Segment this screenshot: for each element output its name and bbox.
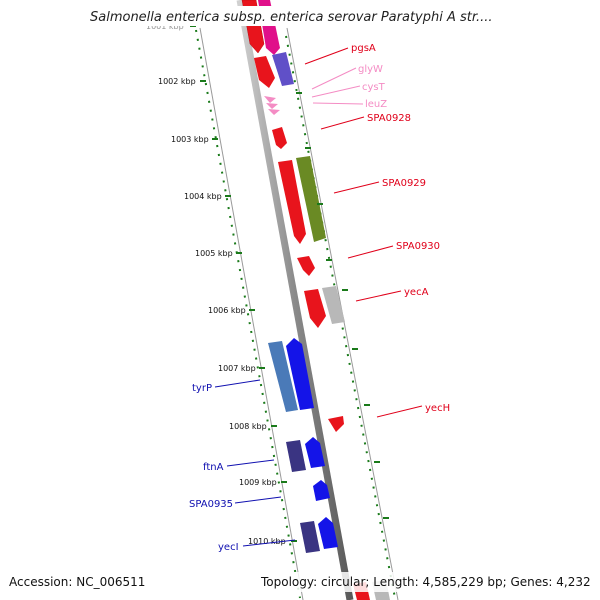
gene-label-glyW: glyW <box>358 64 383 75</box>
gene-feature-reverse-1[interactable] <box>286 338 314 410</box>
kbp-label: 1003 kbp <box>171 135 209 144</box>
gene-label-yecI: yecI <box>218 542 239 553</box>
accession-text: Accession: NC_006511 <box>9 575 145 589</box>
gene-feature-yecH[interactable] <box>328 416 344 432</box>
gene-feature-tyrP[interactable] <box>268 341 298 412</box>
gene-feature-leuZ[interactable] <box>268 109 280 115</box>
gene-feature-f1[interactable] <box>254 56 275 88</box>
kbp-scale: 1001 kbp 1002 kbp 1003 kbp 1004 kbp 1005… <box>146 22 297 546</box>
gene-feature-SPA0929[interactable] <box>278 160 306 244</box>
gene-feature-cysT[interactable] <box>266 103 278 109</box>
gene-feature-glyW[interactable] <box>264 96 276 103</box>
gene-label-ftnA: ftnA <box>203 462 224 473</box>
gene-feature-reverse-2[interactable] <box>305 437 325 468</box>
gene-feature-reverse-3[interactable] <box>318 517 338 549</box>
kbp-label: 1008 kbp <box>229 422 267 431</box>
gene-label-yecH: yecH <box>425 403 450 414</box>
gene-feature-yecA[interactable] <box>304 289 326 328</box>
gene-feature-SPA0935[interactable] <box>313 480 330 501</box>
gene-feature-SPA0930[interactable] <box>297 256 315 276</box>
gene-label-tyrP: tyrP <box>192 383 212 394</box>
gene-label-leuZ: leuZ <box>365 99 387 110</box>
topology-text: Topology: circular; Length: 4,585,229 bp… <box>260 575 591 589</box>
gene-label-yecA: yecA <box>404 287 429 298</box>
right-tick-track <box>285 35 396 599</box>
gene-feature-yecI[interactable] <box>300 521 320 553</box>
footer-backdrop <box>0 572 600 592</box>
left-tick-track <box>195 29 301 599</box>
gene-label-SPA0930: SPA0930 <box>396 241 440 252</box>
map-title: Salmonella enterica subsp. enterica sero… <box>90 10 493 25</box>
title-backdrop <box>80 6 520 26</box>
gene-features <box>241 0 390 600</box>
gene-label-pgsA: pgsA <box>351 43 376 54</box>
kbp-label: 1001 kbp <box>146 22 184 31</box>
kbp-label: 1006 kbp <box>208 306 246 315</box>
kbp-label: 1007 kbp <box>218 364 256 373</box>
right-ticks <box>296 92 389 519</box>
kbp-label: 1005 kbp <box>195 249 233 258</box>
gene-feature-grey[interactable] <box>322 286 345 324</box>
gene-labels-left: tyrP ftnA SPA0935 yecI <box>189 379 296 553</box>
kbp-label: 1002 kbp <box>158 77 196 86</box>
kbp-label: 1004 kbp <box>184 192 222 201</box>
gene-label-SPA0935: SPA0935 <box>189 499 233 510</box>
kbp-label: 1010 kbp <box>248 537 286 546</box>
gene-label-cysT: cysT <box>362 82 386 93</box>
gene-feature-SPA0928[interactable] <box>272 127 287 149</box>
gene-feature-olive[interactable] <box>296 156 326 242</box>
gene-label-SPA0929: SPA0929 <box>382 178 426 189</box>
gene-feature-ftnA[interactable] <box>286 440 306 472</box>
gene-label-SPA0928: SPA0928 <box>367 113 411 124</box>
gene-labels-right: pgsA glyW cysT leuZ SPA0928 SPA0929 SPA0… <box>304 43 450 418</box>
backbone <box>236 0 354 600</box>
gene-feature-purple-1[interactable] <box>272 52 294 86</box>
kbp-label: 1009 kbp <box>239 478 277 487</box>
